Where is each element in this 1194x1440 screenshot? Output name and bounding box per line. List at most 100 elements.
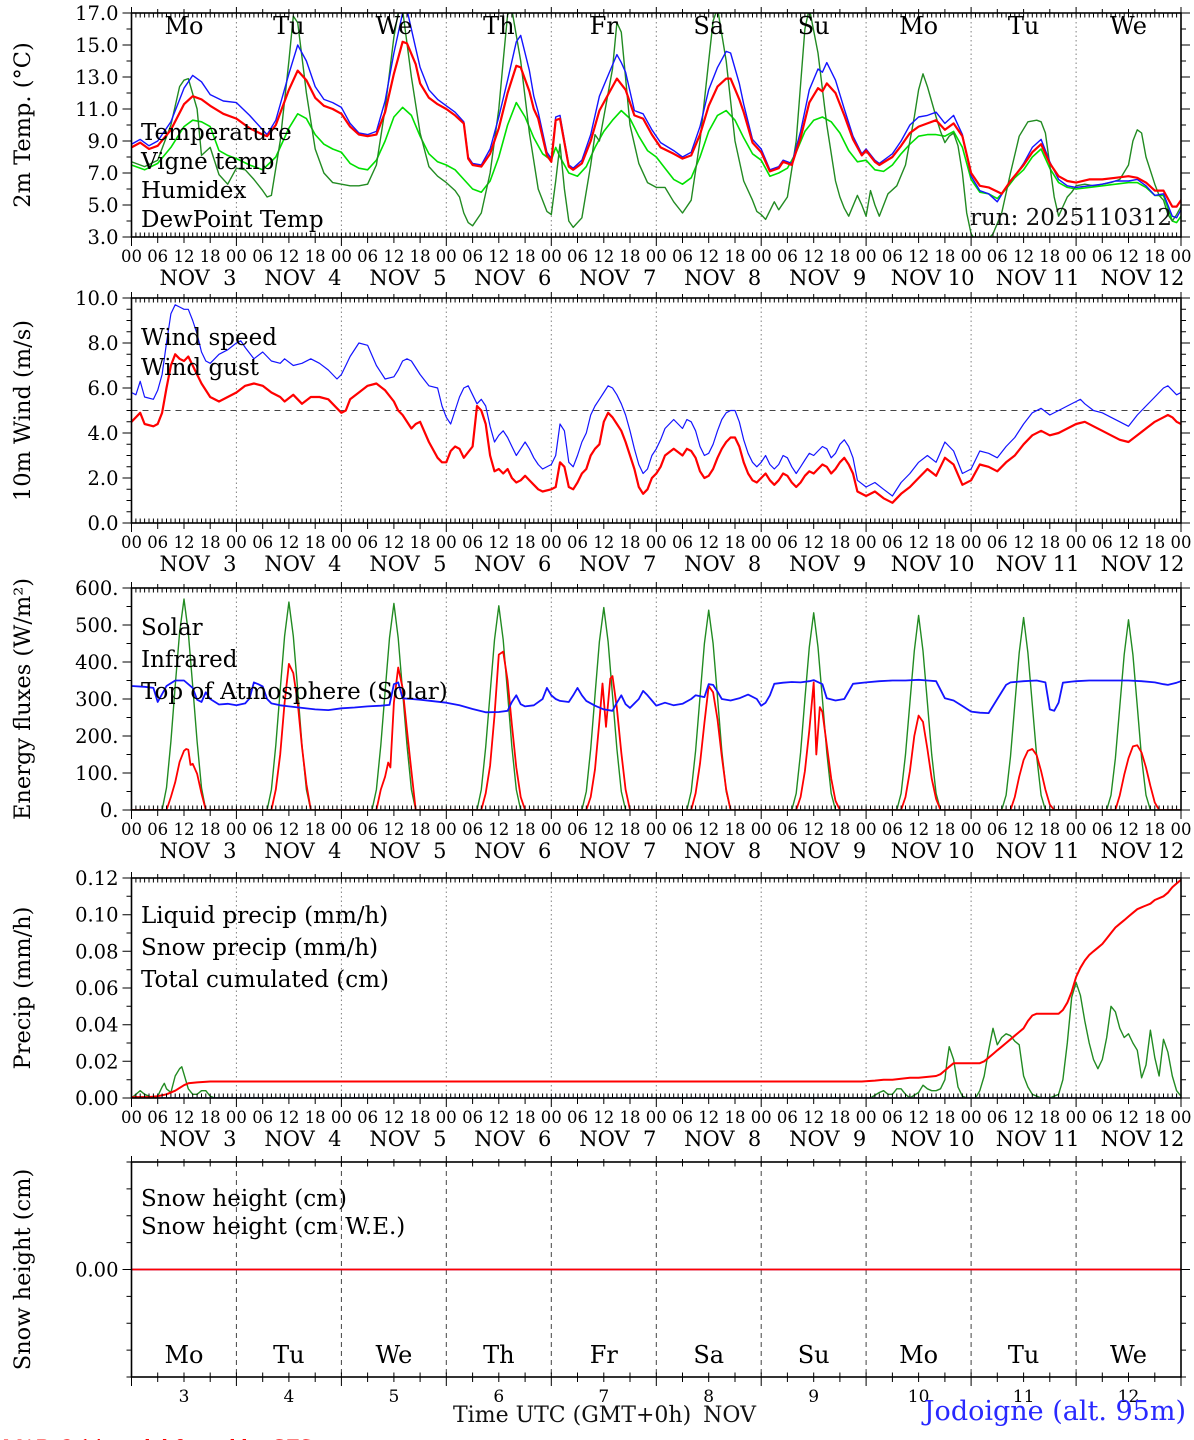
x-hour-label: 06 <box>357 820 378 839</box>
x-hour-label: 06 <box>987 533 1008 552</box>
x-hour-label: 18 <box>1039 247 1060 266</box>
x-hour-label: 06 <box>882 1108 903 1127</box>
legend-vigne-temp: Vigne temp <box>140 149 274 175</box>
x-hour-label: 06 <box>672 820 693 839</box>
day-of-week-label: Tu <box>273 1341 304 1369</box>
x-hour-label: 18 <box>725 1108 746 1127</box>
x-hour-label: 00 <box>121 247 142 266</box>
x-date-label: NOV 7 <box>579 1127 656 1151</box>
day-of-week-label: Sa <box>693 1341 724 1369</box>
x-date-label: NOV 9 <box>789 839 866 863</box>
x-hour-label: 12 <box>593 1108 614 1127</box>
x-hour-label: 06 <box>882 533 903 552</box>
x-hour-label: 18 <box>515 533 536 552</box>
x-hour-label: 00 <box>751 1108 772 1127</box>
y-tick-label: 0. <box>100 799 119 822</box>
x-hour-label: 18 <box>200 247 221 266</box>
x-hour-label: 18 <box>515 247 536 266</box>
x-date-label: NOV 3 <box>159 839 236 863</box>
x-hour-label: 12 <box>174 1108 195 1127</box>
x-date-label: NOV 4 <box>264 266 341 290</box>
x-hour-label: 06 <box>1092 247 1113 266</box>
x-hour-label: 18 <box>934 247 955 266</box>
x-hour-label: 18 <box>620 820 641 839</box>
x-hour-label: 06 <box>567 820 588 839</box>
x-hour-label: 12 <box>1013 820 1034 839</box>
x-hour-label: 12 <box>908 533 929 552</box>
x-hour-label: 00 <box>1171 533 1192 552</box>
x-hour-label: 00 <box>646 820 667 839</box>
x-hour-label: 18 <box>200 1108 221 1127</box>
x-date-label: NOV 10 <box>891 266 975 290</box>
x-date-label: NOV 6 <box>474 552 551 576</box>
x-hour-label: 12 <box>908 820 929 839</box>
x-hour-label: 00 <box>331 247 352 266</box>
x-date-label: NOV 10 <box>891 839 975 863</box>
series-total-cumulated <box>131 878 1181 1098</box>
x-hour-label: 00 <box>226 1108 247 1127</box>
x-hour-label: 06 <box>252 533 273 552</box>
day-of-week-label: Mo <box>164 12 203 40</box>
x-hour-label: 18 <box>934 1108 955 1127</box>
x-hour-label: 06 <box>777 820 798 839</box>
x-hour-label: 06 <box>1092 1108 1113 1127</box>
x-hour-label: 00 <box>961 820 982 839</box>
x-hour-label: 06 <box>882 247 903 266</box>
x-hour-label: 12 <box>488 247 509 266</box>
x-hour-label: 12 <box>698 820 719 839</box>
legend-humidex: Humidex <box>141 178 246 204</box>
day-of-week-label: Fr <box>590 1341 619 1369</box>
day-of-week-label: Tu <box>273 12 304 40</box>
x-hour-label: 06 <box>147 1108 168 1127</box>
x-hour-label: 12 <box>803 820 824 839</box>
x-hour-label: 06 <box>1092 820 1113 839</box>
x-hour-label: 18 <box>305 1108 326 1127</box>
x-hour-label: 06 <box>777 533 798 552</box>
x-hour-label: 00 <box>856 820 877 839</box>
x-hour-label: 18 <box>515 1108 536 1127</box>
y-tick-label: 2.0 <box>87 467 118 490</box>
series-top-of-atmosphere-solar <box>131 598 1181 810</box>
x-hour-label: 12 <box>488 820 509 839</box>
x-hour-label: 12 <box>1118 1108 1139 1127</box>
x-hour-label: 06 <box>987 820 1008 839</box>
y-tick-label: 0.00 <box>75 1259 118 1282</box>
x-hour-label: 06 <box>777 247 798 266</box>
x-hour-label: 06 <box>147 533 168 552</box>
x-hour-label: 12 <box>593 247 614 266</box>
x-hour-label: 00 <box>646 1108 667 1127</box>
x-date-label: NOV 12 <box>1101 266 1185 290</box>
x-hour-label: 18 <box>725 247 746 266</box>
x-hour-label: 00 <box>436 1108 457 1127</box>
x-date-label: NOV 4 <box>264 839 341 863</box>
x-axis-month: NOV <box>703 1403 756 1428</box>
x-hour-label: 06 <box>252 247 273 266</box>
day-of-week-label: Fr <box>590 12 619 40</box>
x-hour-label: 12 <box>698 533 719 552</box>
x-hour-label: 00 <box>121 533 142 552</box>
x-hour-label: 12 <box>803 247 824 266</box>
x-hour-label: 00 <box>331 820 352 839</box>
legend-wind-gust: Wind gust <box>141 355 260 381</box>
x-hour-label: 00 <box>436 820 457 839</box>
x-hour-label: 00 <box>541 1108 562 1127</box>
x-hour-label: 12 <box>803 533 824 552</box>
x-date-label: NOV 11 <box>996 266 1080 290</box>
x-hour-label: 12 <box>488 1108 509 1127</box>
x-hour-label: 00 <box>856 1108 877 1127</box>
x-hour-label: 00 <box>541 820 562 839</box>
x-hour-label: 12 <box>593 533 614 552</box>
x-hour-label: 00 <box>751 247 772 266</box>
x-hour-label: 06 <box>357 247 378 266</box>
x-date-label: NOV 8 <box>684 266 761 290</box>
y-axis-title-energy-fluxes: Energy fluxes (W/m²) <box>10 578 36 820</box>
x-hour-label: 00 <box>226 820 247 839</box>
x-hour-label: 18 <box>829 820 850 839</box>
x-hour-label: 12 <box>1013 533 1034 552</box>
x-hour-label: 00 <box>1066 247 1087 266</box>
x-hour-label: 12 <box>698 247 719 266</box>
x-hour-label: 18 <box>200 533 221 552</box>
x-hour-label: 06 <box>567 1108 588 1127</box>
